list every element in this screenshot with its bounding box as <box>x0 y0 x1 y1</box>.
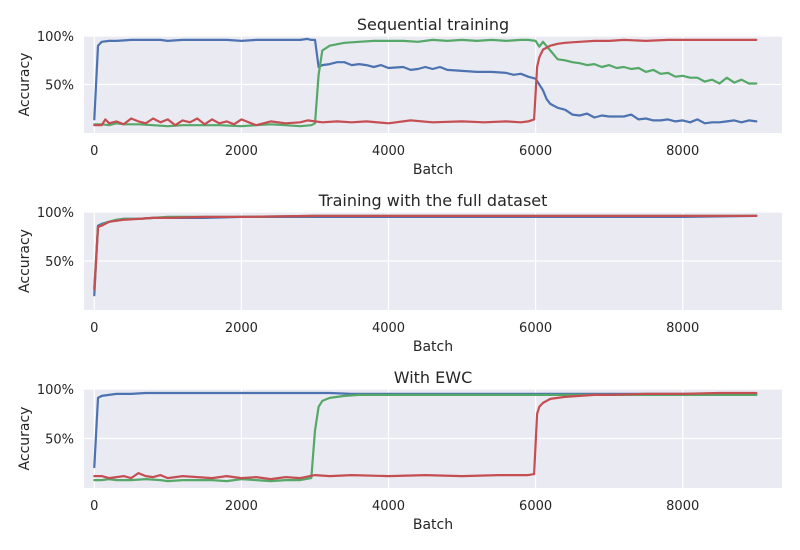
x-tick-label: 0 <box>90 499 98 514</box>
series-line-3 <box>93 214 758 291</box>
x-tick-label: 6000 <box>519 321 552 336</box>
y-tick-label: 100% <box>37 383 74 398</box>
series-line-1 <box>93 37 758 125</box>
x-tick-label: 4000 <box>372 499 405 514</box>
y-axis-label: Accuracy <box>17 229 33 293</box>
x-axis-label: Batch <box>413 162 453 178</box>
x-tick-label: 2000 <box>225 499 258 514</box>
y-tick-label: 50% <box>45 255 74 270</box>
x-tick-label: 8000 <box>666 321 699 336</box>
y-axis-label: Accuracy <box>17 407 33 471</box>
series-line-3 <box>93 38 758 127</box>
y-tick-label: 100% <box>37 30 74 45</box>
x-tick-label: 0 <box>90 321 98 336</box>
x-axis-label: Batch <box>413 339 453 355</box>
y-tick-label: 100% <box>37 206 74 221</box>
chart-panel-1: 0 2000 4000 6000 8000 50% 100% Sequential train… <box>17 15 782 178</box>
x-tick-label: 6000 <box>519 499 552 514</box>
x-tick-label: 4000 <box>372 321 405 336</box>
x-tick-label: 2000 <box>225 144 258 159</box>
chart-title: With EWC <box>394 368 473 387</box>
series-line-2 <box>93 38 758 128</box>
y-tick-label: 50% <box>45 79 74 94</box>
x-axis-label: Batch <box>413 517 453 533</box>
x-tick-label: 0 <box>90 144 98 159</box>
y-tick-label: 50% <box>45 433 74 448</box>
y-axis-label: Accuracy <box>17 53 33 117</box>
chart-panel-2: 0 2000 4000 6000 8000 50% 100% Training with th… <box>17 191 782 355</box>
chart-title: Sequential training <box>357 15 509 34</box>
chart-panel-3: 0 2000 4000 6000 8000 50% 100% With EWC Batch Acc… <box>17 368 782 533</box>
series-line-2 <box>93 393 758 483</box>
x-tick-label: 8000 <box>666 144 699 159</box>
x-tick-label: 8000 <box>666 499 699 514</box>
x-tick-label: 2000 <box>225 321 258 336</box>
series-line-3 <box>93 391 758 481</box>
x-tick-label: 4000 <box>372 144 405 159</box>
x-tick-label: 6000 <box>519 144 552 159</box>
chart-title: Training with the full dataset <box>318 191 548 210</box>
